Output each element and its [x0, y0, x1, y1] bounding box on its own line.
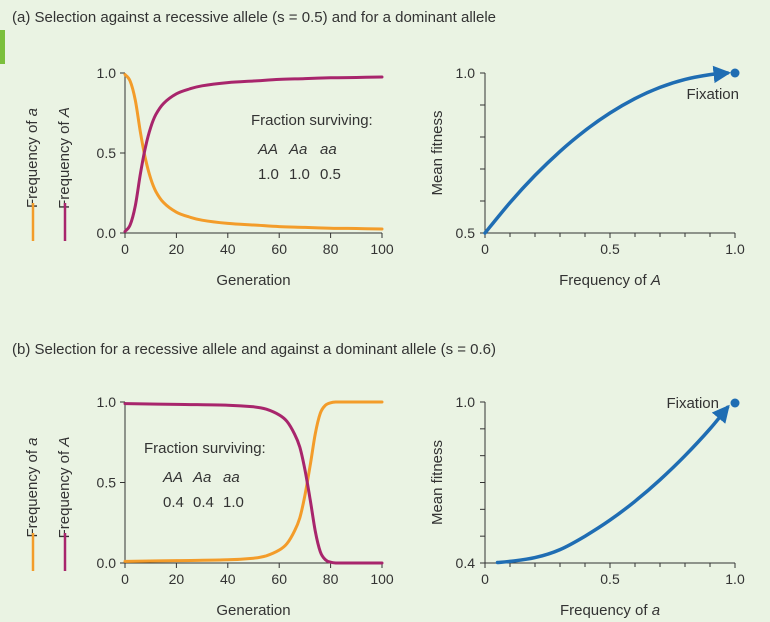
x-tick-label: 100: [370, 571, 394, 587]
inset-fraction-value: 0.4: [193, 494, 214, 511]
y-tick-label: 0.5: [456, 225, 476, 241]
x-axis-label-allele: A: [650, 272, 661, 289]
panel-a-title: (a) Selection against a recessive allele…: [12, 9, 497, 26]
x-tick-label: 80: [323, 241, 339, 257]
y-axis-label-freq-A-text: Frequency of: [56, 447, 73, 539]
y-axis-label-freq-a-text: Frequency of: [24, 446, 41, 538]
mean-fitness-curve: [495, 404, 730, 565]
inset-genotype-AA: AA: [162, 469, 183, 486]
y-tick-label: 1.0: [97, 65, 117, 81]
fixation-label: Fixation: [666, 395, 719, 412]
inset-heading: Fraction surviving:: [144, 440, 266, 457]
x-axis-label-text: Frequency of: [559, 272, 651, 289]
y-tick-label: 1.0: [456, 65, 476, 81]
fixation-label: Fixation: [686, 86, 739, 103]
x-tick-label: 20: [169, 241, 185, 257]
x-tick-label: 0: [121, 571, 129, 587]
x-tick-label: 0.5: [600, 241, 620, 257]
inset-fraction-value: 1.0: [223, 494, 244, 511]
x-tick-label: 1.0: [725, 571, 745, 587]
y-axis-label-freq-a: Frequency of a: [24, 108, 41, 208]
y-axis-label-freq-A: Frequency of A: [56, 107, 73, 209]
inset-genotype-AA: AA: [257, 141, 278, 158]
x-tick-label: 0: [481, 571, 489, 587]
chart-b_right: 0 0.5 1.0 0.4 1.0 Frequency of a Mean fitness F…: [429, 394, 745, 619]
inset-fraction-value: 0.4: [163, 494, 184, 511]
x-tick-label: 0: [121, 241, 129, 257]
section-accent-tab: [0, 30, 5, 64]
x-axis-label: Frequency of a: [560, 602, 660, 619]
y-axis-label-freq-a: Frequency of a: [24, 437, 41, 537]
y-axis-label-freq-A-allele: A: [56, 107, 73, 118]
x-tick-label: 40: [220, 241, 236, 257]
inset-fraction-value: 0.5: [320, 166, 341, 183]
y-tick-label: 0.0: [97, 225, 117, 241]
x-tick-label: 60: [271, 571, 287, 587]
inset-heading: Fraction surviving:: [251, 112, 373, 129]
x-tick-label: 80: [323, 571, 339, 587]
x-tick-label: 0.5: [600, 571, 620, 587]
x-tick-label: 0: [481, 241, 489, 257]
freq-A-curve: [123, 402, 384, 565]
freq-A-curve: [123, 75, 384, 233]
y-tick-label: 0.5: [97, 145, 117, 161]
inset-genotype-Aa: Aa: [192, 469, 211, 486]
x-axis-label: Generation: [216, 272, 290, 289]
y-axis-label-freq-a-allele: a: [24, 437, 41, 445]
y-axis-label-freq-a-allele: a: [24, 108, 41, 116]
inset-fraction-value: 1.0: [258, 166, 279, 183]
x-tick-label: 40: [220, 571, 236, 587]
y-tick-label: 0.4: [456, 555, 476, 571]
y-axis-label-freq-A-allele: A: [56, 437, 73, 448]
inset-genotype-aa: aa: [223, 469, 240, 486]
freq-a-curve: [123, 400, 384, 563]
x-tick-label: 1.0: [725, 241, 745, 257]
x-axis-label-text: Frequency of: [560, 602, 652, 619]
y-axis-label-freq-a-text: Frequency of: [24, 116, 41, 208]
x-axis-label: Frequency of A: [559, 272, 661, 289]
y-tick-label: 0.0: [97, 555, 117, 571]
y-axis-label: Mean fitness: [429, 110, 446, 195]
x-axis-label: Generation: [216, 602, 290, 619]
inset-genotype-Aa: Aa: [288, 141, 307, 158]
y-axis-label-freq-A-text: Frequency of: [56, 117, 73, 209]
y-tick-label: 1.0: [456, 394, 476, 410]
x-axis-label-allele: a: [652, 602, 660, 619]
x-tick-label: 20: [169, 571, 185, 587]
chart-a_right: 0 0.5 1.0 0.5 1.0 Frequency of A Mean fitness F…: [429, 65, 745, 289]
fixation-dot: [730, 398, 740, 408]
mean-fitness-curve: [483, 65, 731, 235]
y-tick-label: 0.5: [97, 475, 117, 491]
x-tick-label: 100: [370, 241, 394, 257]
panel-b-title: (b) Selection for a recessive allele and…: [12, 341, 497, 358]
x-tick-label: 60: [271, 241, 287, 257]
y-tick-label: 1.0: [97, 394, 117, 410]
chart-a_left: 0 20 40 60 80 100 0.0 0.5 1.0 Generation Frequency…: [24, 65, 394, 289]
inset-fraction-value: 1.0: [289, 166, 310, 183]
chart-b_left: 0 20 40 60 80 100 0.0 0.5 1.0 Generation Frequency…: [24, 394, 394, 619]
freq-a-curve: [123, 73, 384, 231]
inset-genotype-aa: aa: [320, 141, 337, 158]
y-axis-label-freq-A: Frequency of A: [56, 437, 73, 539]
fixation-dot: [730, 68, 740, 78]
y-axis-label: Mean fitness: [429, 440, 446, 525]
